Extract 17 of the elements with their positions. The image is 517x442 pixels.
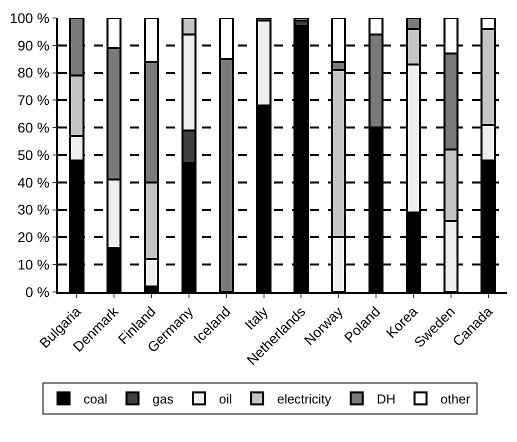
legend-label: oil xyxy=(218,391,232,406)
y-tick-label: 90 % xyxy=(18,37,50,54)
y-tick-label: 100 % xyxy=(10,10,50,26)
y-tick-label: 80 % xyxy=(18,64,50,81)
y-tick-label: 70 % xyxy=(18,92,50,108)
y-tick-label: 40 % xyxy=(18,174,50,190)
legend-label: gas xyxy=(152,391,174,406)
y-tick-label: 20 % xyxy=(18,229,50,246)
y-tick-label: 30 % xyxy=(18,202,50,218)
y-tick-label: 10 % xyxy=(18,256,50,272)
legend-label: other xyxy=(440,391,471,406)
y-tick-label: 0 % xyxy=(25,284,50,300)
y-tick-label: 60 % xyxy=(18,120,50,136)
y-tick-label: 50 % xyxy=(18,146,50,163)
legend-label: electricity xyxy=(277,391,332,406)
legend-label: coal xyxy=(84,391,108,406)
legend-label: DH xyxy=(376,391,396,406)
